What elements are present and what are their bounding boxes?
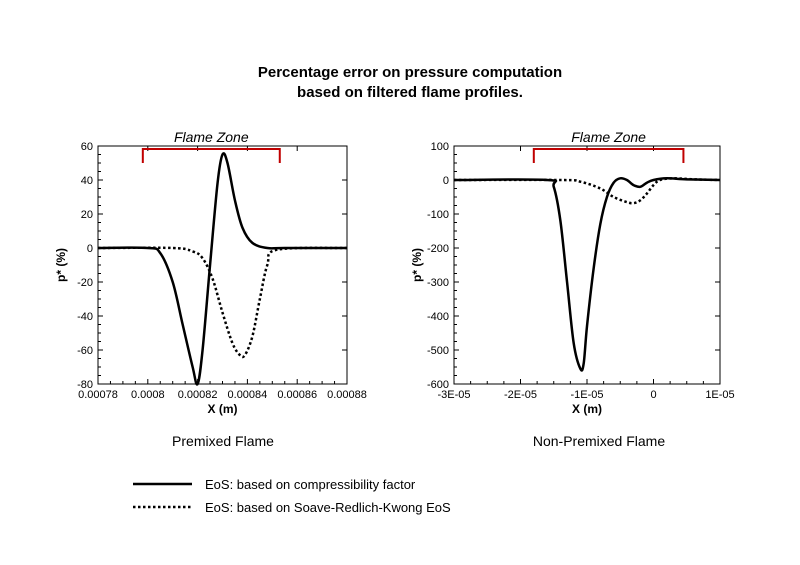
premixed-y-tick-label: -80 (77, 379, 93, 391)
legend-label-solid: EoS: based on compressibility factor (205, 477, 416, 492)
premixed-flame-zone-label: Flame Zone (174, 129, 249, 145)
premixed-y-tick-label: 60 (81, 141, 93, 153)
nonpremixed-y-tick-label: 0 (443, 175, 449, 187)
nonpremixed-x-tick-label: -1E-05 (570, 389, 603, 401)
nonpremixed-y-tick-label: -100 (427, 209, 449, 221)
nonpremixed-x-axis-label: X (m) (572, 402, 602, 416)
nonpremixed-flame-zone-label: Flame Zone (571, 129, 646, 145)
premixed-x-tick-label: 0.00082 (178, 389, 218, 401)
nonpremixed-series-dotted-line (453, 177, 721, 205)
premixed-chart: 0.00078 0.0008 0.00082 0.00084 0.00086 0.0008… (54, 129, 367, 449)
premixed-y-tick-label: 20 (81, 209, 93, 221)
premixed-y-tick-label: -40 (77, 311, 93, 323)
nonpremixed-x-tick-label: -3E-05 (437, 389, 470, 401)
premixed-plot-frame (97, 145, 348, 385)
nonpremixed-x-tick-label: 1E-05 (705, 389, 734, 401)
premixed-y-tick-label: 40 (81, 175, 93, 187)
premixed-flame-zone-bracket (141, 148, 281, 163)
nonpremixed-flame-zone-bracket (532, 148, 685, 163)
premixed-y-tick-label: 0 (87, 243, 93, 255)
premixed-x-tick-label: 0.00084 (228, 389, 268, 401)
figure-title-line2: based on filtered flame profiles. (297, 84, 523, 101)
premixed-caption: Premixed Flame (172, 433, 274, 449)
premixed-x-tick-label: 0.00088 (327, 389, 367, 401)
nonpremixed-y-tick-label: -200 (427, 243, 449, 255)
nonpremixed-caption: Non-Premixed Flame (533, 433, 665, 449)
nonpremixed-y-tick-label: -600 (427, 379, 449, 391)
premixed-series-dotted-line (97, 246, 348, 359)
nonpremixed-y-tick-label: 100 (431, 141, 449, 153)
nonpremixed-series-solid-line (453, 176, 721, 372)
non-premixed-chart: -3E-05 -2E-05 -1E-05 0 1E-05 -600 -500 -400 -300… (410, 129, 735, 449)
premixed-x-tick-label: 0.00086 (277, 389, 317, 401)
nonpremixed-plot-frame (453, 145, 721, 385)
nonpremixed-y-tick-label: -300 (427, 277, 449, 289)
legend: EoS: based on compressibility factor EoS… (133, 477, 451, 515)
premixed-y-tick-label: -20 (77, 277, 93, 289)
premixed-series-solid-line (97, 152, 347, 386)
premixed-x-tick-label: 0.0008 (131, 389, 165, 401)
nonpremixed-y-tick-label: -400 (427, 311, 449, 323)
premixed-y-axis-label: p* (%) (54, 248, 68, 282)
nonpremixed-x-tick-label: 0 (650, 389, 656, 401)
premixed-x-axis-label: X (m) (208, 402, 238, 416)
nonpremixed-x-tick-label: -2E-05 (504, 389, 537, 401)
nonpremixed-y-axis-label: p* (%) (410, 248, 424, 282)
nonpremixed-y-tick-label: -500 (427, 345, 449, 357)
legend-label-dotted: EoS: based on Soave-Redlich-Kwong EoS (205, 500, 451, 515)
figure-title-line1: Percentage error on pressure computation (258, 64, 562, 81)
premixed-x-tick-label: 0.00078 (78, 389, 118, 401)
premixed-y-tick-label: -60 (77, 345, 93, 357)
